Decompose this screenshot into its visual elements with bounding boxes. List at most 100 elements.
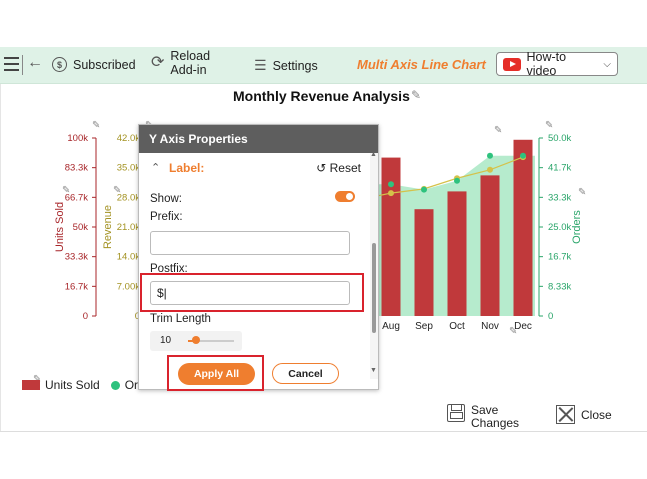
- reset-icon: ↺: [316, 161, 327, 175]
- y-tick-label: 0: [83, 311, 88, 322]
- save-changes-button[interactable]: Save Changes: [447, 404, 519, 430]
- prefix-label: Prefix:: [150, 211, 183, 223]
- edit-pencil-icon: ✎: [113, 185, 121, 196]
- prefix-input[interactable]: [150, 231, 350, 255]
- y-tick-label: 0: [135, 311, 140, 322]
- edit-pencil-icon: ✎: [494, 125, 502, 136]
- slider-track[interactable]: [188, 340, 234, 342]
- y-tick-label: 16.7k: [548, 252, 571, 263]
- legend-swatch-units[interactable]: [22, 380, 40, 390]
- cancel-button[interactable]: Cancel: [272, 363, 339, 384]
- y-axis-properties-panel: Y Axis Properties ⌃ Label: ↺ Reset Show:…: [138, 124, 379, 390]
- y-tick-label: 33.3k: [65, 252, 88, 263]
- settings-label: Settings: [272, 58, 318, 73]
- scroll-thumb[interactable]: [372, 243, 376, 333]
- scroll-up-icon[interactable]: ▲: [370, 151, 377, 158]
- reload-label-line1: Reload: [170, 49, 211, 63]
- y-axis-title-orders: Orders: [571, 210, 583, 244]
- apply-all-button[interactable]: Apply All: [178, 363, 255, 385]
- y-axis-title-units: Units Sold: [54, 202, 66, 252]
- units-bar: [414, 209, 434, 316]
- revenue-line: [359, 156, 524, 201]
- subscribed-label: Subscribed: [73, 57, 136, 72]
- edit-pencil-icon: ✎: [33, 374, 41, 385]
- revenue-point: [487, 166, 493, 173]
- chart-title[interactable]: Monthly Revenue Analysis: [233, 88, 410, 104]
- hamburger-menu-icon[interactable]: [4, 57, 19, 71]
- chart-type-label: Multi Axis Line Chart: [357, 57, 486, 72]
- edit-pencil-icon: ✎: [62, 185, 70, 196]
- panel-scrollbar[interactable]: ▲ ▼: [370, 151, 378, 379]
- reload-addin-button[interactable]: ⟳ Reload Add-in: [151, 49, 210, 77]
- howto-video-button[interactable]: How-to video ⌵: [496, 50, 618, 78]
- trim-length-label: Trim Length: [150, 313, 211, 325]
- chart-legend: Units Sold Orde: [22, 378, 151, 392]
- orders-point: [421, 186, 427, 193]
- close-icon: [556, 405, 575, 424]
- edit-pencil-icon: ✎: [509, 326, 517, 337]
- slider-thumb[interactable]: [192, 336, 200, 344]
- x-tick-label: Oct: [449, 321, 465, 332]
- edit-pencil-icon: ✎: [92, 120, 100, 131]
- y-tick-label: 66.7k: [65, 192, 88, 203]
- y-tick-label: 16.7k: [65, 281, 88, 292]
- postfix-input[interactable]: $|: [150, 281, 350, 305]
- edit-pencil-icon: ✎: [578, 187, 586, 198]
- revenue-point: [388, 190, 394, 197]
- left-border: [0, 83, 1, 431]
- y-tick-label: 35.0k: [117, 163, 140, 174]
- y-tick-label: 28.0k: [117, 192, 140, 203]
- x-tick-label: Sep: [415, 321, 433, 332]
- close-button[interactable]: Close: [556, 405, 612, 424]
- units-bar: [480, 175, 500, 316]
- y-tick-label: 21.0k: [117, 222, 140, 233]
- y-tick-label: 100k: [67, 133, 88, 144]
- postfix-highlight: [140, 273, 364, 312]
- trim-length-slider[interactable]: 10: [150, 331, 242, 351]
- chevron-down-icon: ⌵: [603, 58, 611, 70]
- legend-swatch-orders[interactable]: [110, 380, 120, 390]
- legend-label-units[interactable]: Units Sold: [45, 378, 100, 392]
- show-toggle[interactable]: [335, 191, 355, 202]
- reset-button[interactable]: ↺ Reset: [316, 161, 361, 175]
- y-tick-label: 25.0k: [548, 222, 571, 233]
- orders-point: [487, 152, 493, 159]
- youtube-icon: [503, 57, 521, 71]
- subscribed-button[interactable]: $ Subscribed: [52, 57, 136, 72]
- units-bar: [381, 157, 401, 316]
- dollar-icon: $: [52, 57, 67, 72]
- label-section-header[interactable]: ⌃ Label: ↺ Reset: [149, 161, 361, 179]
- x-tick-label: Nov: [481, 321, 499, 332]
- sliders-icon: ☰: [254, 57, 267, 73]
- panel-body: ⌃ Label: ↺ Reset Show: Prefix: Postfix: …: [139, 153, 371, 379]
- back-arrow-icon[interactable]: ←: [27, 54, 43, 71]
- save-label-line2: Changes: [471, 416, 520, 430]
- orders-point: [454, 177, 460, 184]
- scroll-down-icon[interactable]: ▼: [370, 367, 377, 374]
- y-tick-label: 33.3k: [548, 192, 571, 203]
- trim-length-value: 10: [160, 335, 172, 346]
- y-tick-label: 83.3k: [65, 163, 88, 174]
- apply-highlight: [167, 355, 264, 391]
- y-tick-label: 50.0k: [548, 133, 571, 144]
- y-axis-title-revenue: Revenue: [102, 205, 114, 249]
- orders-point: [388, 181, 394, 188]
- chevron-up-icon[interactable]: ⌃: [151, 162, 161, 174]
- y-tick-label: 7.00k: [117, 281, 140, 292]
- reload-icon: ⟳: [151, 54, 165, 71]
- toolbar-divider: [22, 55, 23, 75]
- x-tick-label: Aug: [382, 321, 400, 332]
- y-tick-label: 50k: [73, 222, 89, 233]
- y-tick-label: 0: [548, 311, 553, 322]
- settings-button[interactable]: ☰ Settings: [254, 57, 318, 74]
- y-tick-label: 14.0k: [117, 252, 140, 263]
- y-tick-label: 41.7k: [548, 163, 571, 174]
- toolbar: ← $ Subscribed ⟳ Reload Add-in ☰ Setting…: [0, 47, 647, 84]
- postfix-label: Postfix:: [150, 263, 188, 275]
- units-bar: [447, 191, 467, 316]
- save-label-line1: Save: [471, 403, 499, 417]
- edit-title-icon[interactable]: ✎: [411, 88, 422, 102]
- panel-title: Y Axis Properties: [139, 125, 378, 153]
- footer-divider: [0, 431, 647, 432]
